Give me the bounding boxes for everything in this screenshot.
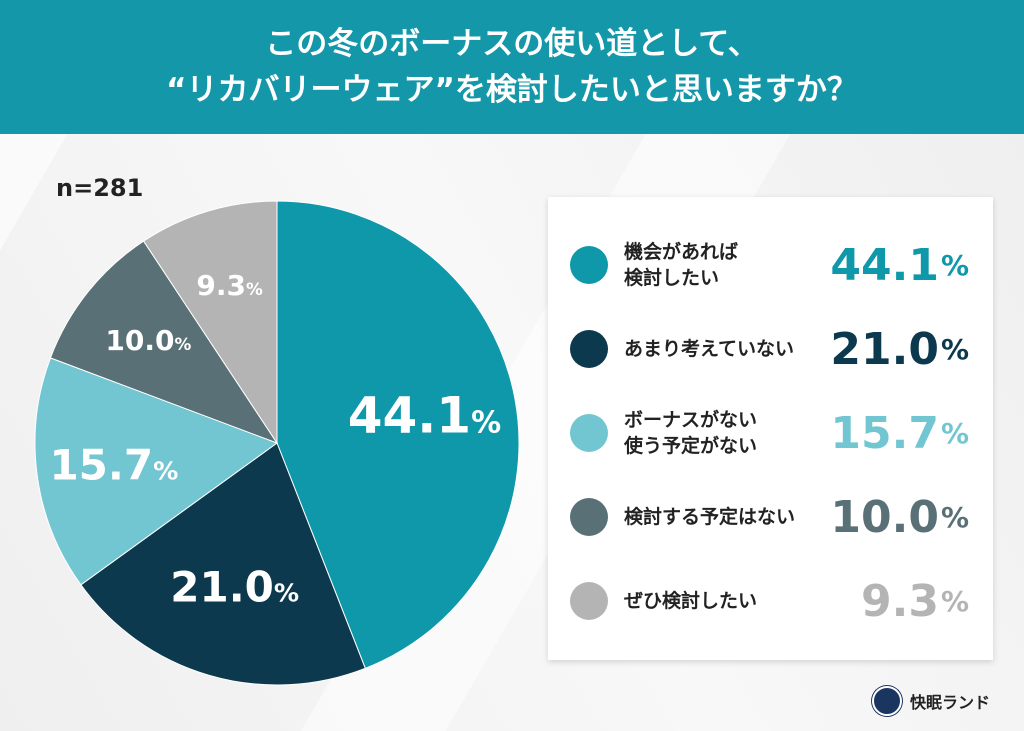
brand-logo-icon [872, 686, 902, 716]
legend-item: 検討する予定はない 10.0% [548, 487, 993, 547]
legend-label: 機会があれば 検討したい [624, 241, 739, 289]
legend-value: 9.3% [860, 575, 969, 627]
title-line-2: “リカバリーウェア”を検討したいと思いますか？ [166, 72, 858, 108]
pie-slice [142, 200, 278, 445]
pie-chart: 44.1% 21.0% 15.7% 10.0%9.3% [34, 200, 520, 686]
slice-data-label: 21.0% [170, 563, 299, 612]
legend-label: ボーナスがない 使う予定がない [624, 409, 758, 457]
pie-slice [276, 200, 520, 669]
legend-swatch [570, 414, 608, 452]
brand-logo: 快眠ランド [872, 686, 990, 716]
legend-swatch [570, 498, 608, 536]
legend-swatch [570, 330, 608, 368]
slice-data-label: 15.7% [49, 441, 178, 490]
legend-item: ボーナスがない 使う予定がない 15.7% [548, 403, 993, 463]
legend-label: ぜひ検討したい [624, 590, 758, 612]
legend-label: 検討する予定はない [624, 506, 796, 528]
slice-data-label: 44.1% [348, 387, 501, 445]
slice-data-label: 9.3% [196, 269, 263, 302]
pie-slice [80, 442, 366, 686]
legend-item: ぜひ検討したい 9.3% [548, 571, 993, 631]
legend-swatch [570, 582, 608, 620]
brand-name: 快眠ランド [910, 693, 991, 712]
sample-size: n=281 [56, 174, 144, 202]
legend-swatch [570, 246, 608, 284]
legend-value: 44.1% [830, 239, 969, 291]
title-line-1: この冬のボーナスの使い道として、 [265, 26, 759, 62]
legend-value: 10.0% [830, 491, 969, 543]
pie-slice [49, 240, 279, 445]
legend-label: あまり考えていない [624, 338, 795, 360]
legend-value: 15.7% [830, 407, 969, 459]
title-banner: この冬のボーナスの使い道として、 “リカバリーウェア”を検討したいと思いますか？ [0, 0, 1024, 134]
pie-slice [34, 357, 279, 586]
legend-item: あまり考えていない 21.0% [548, 319, 993, 379]
slice-data-label: 10.0% [105, 324, 191, 357]
legend-value: 21.0% [830, 323, 969, 375]
legend-item: 機会があれば 検討したい 44.1% [548, 235, 993, 295]
legend: 機会があれば 検討したい 44.1% あまり考えていない 21.0% ボーナスがない 使う予… [548, 197, 993, 660]
